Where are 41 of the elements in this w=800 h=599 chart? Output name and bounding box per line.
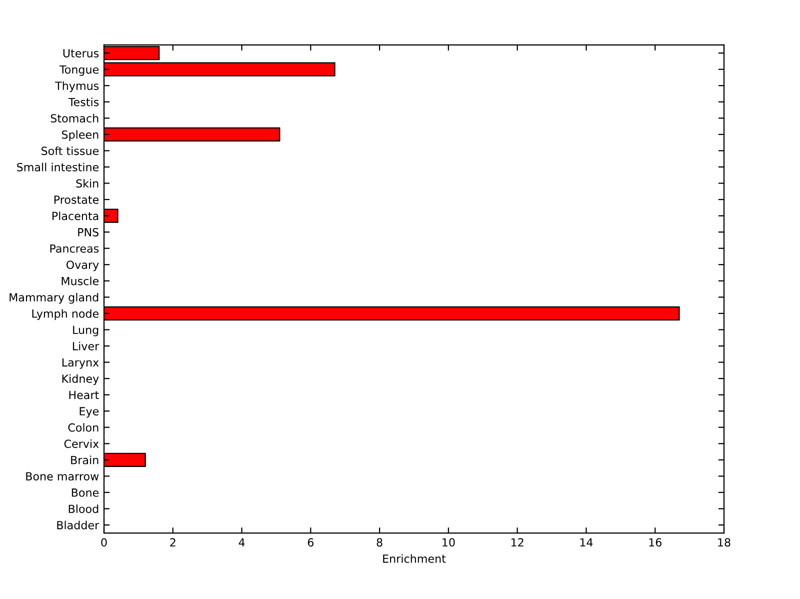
- y-tick-label: Colon: [68, 423, 98, 432]
- y-tick-label: Lung: [73, 326, 98, 336]
- x-axis-title: Enrichment: [383, 554, 446, 563]
- y-tick-label: Prostate: [54, 196, 99, 204]
- y-tick-label: Cervix: [64, 439, 99, 448]
- y-tick-label: Small intestine: [17, 162, 99, 172]
- x-tick-label: 6: [308, 538, 314, 547]
- x-tick-label: 14: [580, 538, 593, 546]
- y-tick-label: Eye: [80, 407, 99, 418]
- y-tick-label: Lymph node: [32, 309, 99, 320]
- x-tick-label: 16: [649, 538, 662, 547]
- y-tick-label: Blood: [68, 504, 98, 514]
- y-tick-label: PNS: [78, 228, 99, 236]
- y-tick-label: Ovary: [66, 260, 99, 272]
- x-tick-label: 8: [376, 538, 382, 547]
- x-tick-label: 18: [718, 538, 730, 547]
- y-tick-label: Heart: [69, 390, 99, 400]
- x-tick-label: 0: [101, 538, 107, 547]
- y-tick-label: Spleen: [62, 130, 98, 141]
- x-tick-label: 4: [238, 538, 245, 546]
- y-tick-label: Bone marrow: [26, 472, 99, 481]
- y-tick-label: Tongue: [59, 65, 99, 76]
- x-tick-label: 2: [170, 538, 176, 546]
- y-tick-label: Muscle: [62, 276, 99, 286]
- y-tick-label: Uterus: [63, 49, 99, 58]
- y-tick-label: Mammary gland: [10, 292, 98, 304]
- y-tick-label: Brain: [71, 456, 98, 464]
- y-tick-label: Placenta: [52, 212, 98, 220]
- y-tick-label: Kidney: [62, 374, 99, 386]
- y-tick-label: Thymus: [55, 81, 99, 92]
- y-tick-label: Stomach: [50, 114, 98, 123]
- y-tick-label: Pancreas: [50, 244, 99, 253]
- y-tick-label: Skin: [76, 179, 98, 188]
- y-tick-label: Larynx: [62, 358, 99, 369]
- x-tick-label: 10: [442, 538, 455, 547]
- y-tick-label: Bladder: [57, 520, 100, 530]
- y-tick-label: Soft tissue: [42, 146, 99, 156]
- y-tick-label: Testis: [68, 98, 99, 106]
- y-tick-label: Bone: [72, 488, 99, 497]
- x-tick-label: 12: [511, 538, 524, 546]
- y-tick-label: Liver: [72, 342, 100, 350]
